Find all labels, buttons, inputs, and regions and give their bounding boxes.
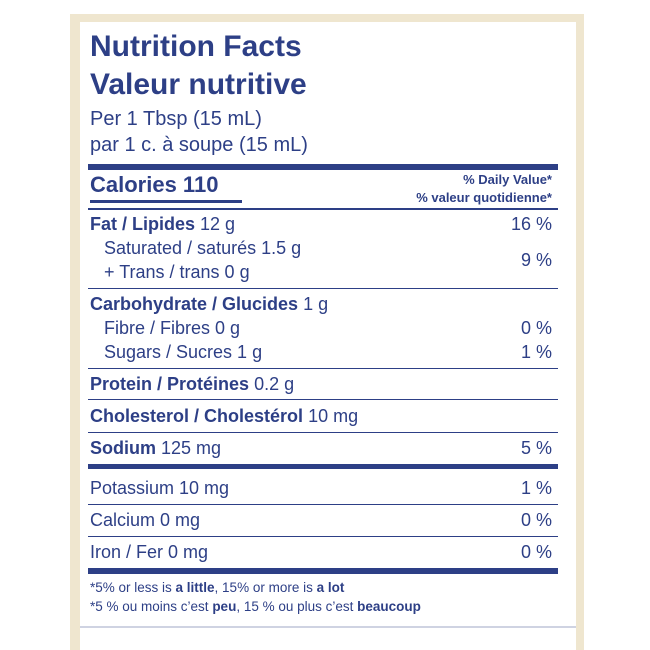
footnote-emphasis: a lot	[316, 580, 345, 595]
footnote-french: *5 % ou moins c’est peu, 15 % ou plus c’…	[90, 599, 421, 614]
nutrition-facts-panel: Nutrition Facts Valeur nutritive Per 1 T…	[80, 22, 576, 650]
panel-bottom-edge	[80, 626, 576, 628]
fat-row: Fat / Lipides 12 g	[90, 214, 235, 235]
title-french: Valeur nutritive	[90, 68, 307, 101]
divider	[88, 399, 558, 400]
footnote-text: *5 % ou moins c’est	[90, 599, 213, 614]
calories-underline	[90, 200, 242, 203]
saturated-trans-daily-value: 9 %	[520, 250, 552, 270]
divider	[88, 536, 558, 537]
calcium-daily-value: 0 %	[520, 510, 552, 530]
footnote-emphasis: a little	[175, 580, 215, 595]
footnote-text: , 15 % ou plus c’est	[236, 599, 358, 614]
thick-divider-top	[88, 164, 558, 170]
potassium: Potassium 10 mg	[90, 478, 230, 498]
divider	[88, 432, 558, 433]
title-english: Nutrition Facts	[90, 30, 302, 63]
sodium-label: Sodium	[90, 438, 156, 458]
fibre: Fibre / Fibres 0 g	[104, 318, 241, 338]
iron: Iron / Fer 0 mg	[90, 542, 209, 562]
divider	[88, 208, 558, 210]
carbohydrate-row: Carbohydrate / Glucides 1 g	[90, 294, 328, 315]
potassium-daily-value: 1 %	[520, 478, 552, 498]
daily-value-header-french: % valeur quotidienne*	[416, 190, 552, 205]
protein-row: Protein / Protéines 0.2 g	[90, 374, 294, 395]
footnote-english: *5% or less is a little, 15% or more is …	[90, 580, 344, 595]
cholesterol-row: Cholesterol / Cholestérol 10 mg	[90, 406, 358, 427]
saturated-fat: Saturated / saturés 1.5 g	[104, 238, 302, 258]
sodium-row: Sodium 125 mg	[90, 438, 221, 459]
serving-size-french: par 1 c. à soupe (15 mL)	[90, 134, 308, 156]
fat-label: Fat / Lipides	[90, 214, 196, 234]
fat-daily-value: 16 %	[510, 214, 552, 234]
footnote-emphasis: peu	[212, 599, 237, 614]
footnote-text: , 15% or more is	[214, 580, 317, 595]
sugars-daily-value: 1 %	[520, 342, 552, 362]
fibre-daily-value: 0 %	[520, 318, 552, 338]
protein-label: Protein / Protéines	[90, 374, 250, 394]
thick-divider-middle	[88, 464, 558, 469]
divider	[88, 504, 558, 505]
sodium-amount: 125 mg	[161, 438, 222, 458]
footnote-emphasis: beaucoup	[357, 599, 421, 614]
thick-divider-bottom	[88, 568, 558, 574]
carbohydrate-amount: 1 g	[303, 294, 329, 314]
cholesterol-amount: 10 mg	[308, 406, 359, 426]
sodium-daily-value: 5 %	[520, 438, 552, 458]
calcium: Calcium 0 mg	[90, 510, 201, 530]
divider	[88, 368, 558, 369]
fat-amount: 12 g	[200, 214, 236, 234]
carbohydrate-label: Carbohydrate / Glucides	[90, 294, 299, 314]
divider	[88, 288, 558, 289]
daily-value-header-english: % Daily Value*	[463, 172, 552, 187]
cholesterol-label: Cholesterol / Cholestérol	[90, 406, 304, 426]
protein-amount: 0.2 g	[254, 374, 295, 394]
trans-fat: + Trans / trans 0 g	[104, 262, 250, 282]
sugars: Sugars / Sucres 1 g	[104, 342, 263, 362]
serving-size-english: Per 1 Tbsp (15 mL)	[90, 108, 262, 130]
calories: Calories 110	[90, 172, 219, 197]
footnote-text: *5% or less is	[90, 580, 176, 595]
iron-daily-value: 0 %	[520, 542, 552, 562]
